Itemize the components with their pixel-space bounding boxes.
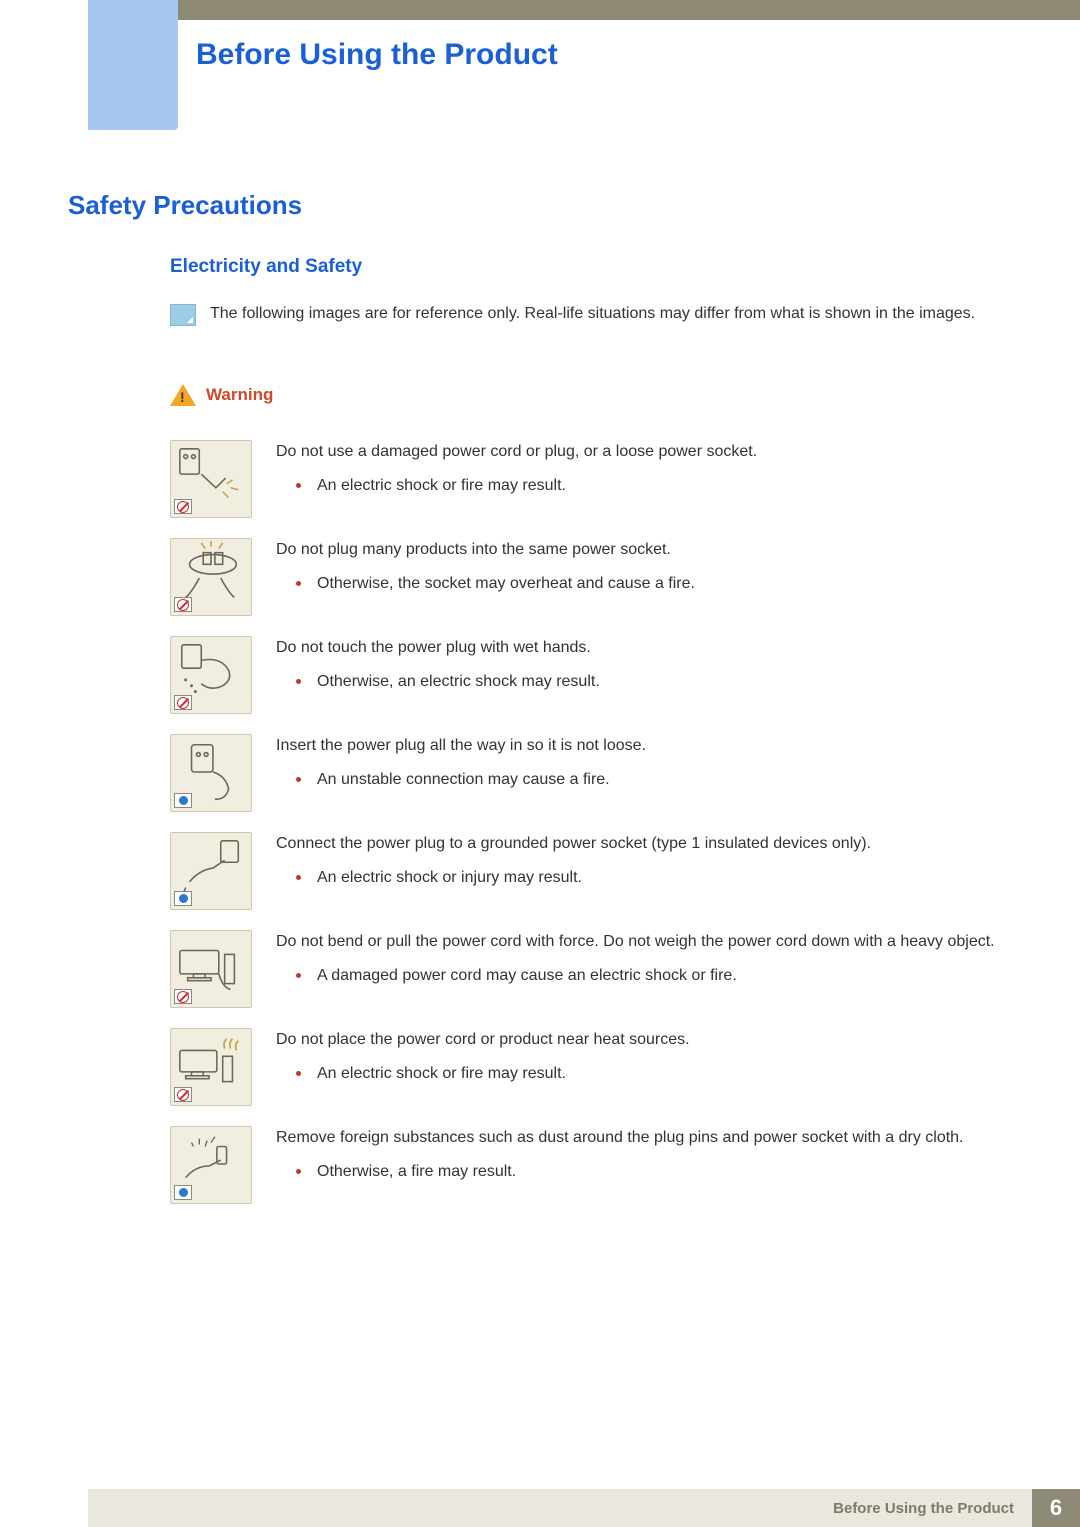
item-body: Do not bend or pull the power cord with …	[276, 930, 1010, 994]
bullet-text: Otherwise, a fire may result.	[317, 1160, 516, 1184]
item-heading: Do not plug many products into the same …	[276, 538, 1010, 562]
bullet-row: An unstable connection may cause a fire.	[276, 768, 1010, 792]
header-bar	[88, 0, 1080, 20]
note-text: The following images are for reference o…	[210, 302, 975, 327]
bullet-dot-icon	[296, 875, 301, 880]
footer-chapter-text: Before Using the Product	[833, 1500, 1032, 1517]
warning-item: Do not bend or pull the power cord with …	[170, 930, 1010, 1008]
warning-item: Do not plug many products into the same …	[170, 538, 1010, 616]
item-heading: Do not use a damaged power cord or plug,…	[276, 440, 1010, 464]
bullet-row: Otherwise, the socket may overheat and c…	[276, 572, 1010, 596]
prohibit-badge-icon	[174, 597, 192, 612]
item-body: Do not place the power cord or product n…	[276, 1028, 1010, 1092]
chapter-title: Before Using the Product	[196, 38, 558, 72]
item-body: Do not plug many products into the same …	[276, 538, 1010, 602]
bullet-dot-icon	[296, 973, 301, 978]
item-body: Do not touch the power plug with wet han…	[276, 636, 1010, 700]
bullet-text: An electric shock or fire may result.	[317, 474, 566, 498]
warning-item: Do not touch the power plug with wet han…	[170, 636, 1010, 714]
item-body: Do not use a damaged power cord or plug,…	[276, 440, 1010, 504]
bullet-row: Otherwise, a fire may result.	[276, 1160, 1010, 1184]
bullet-row: An electric shock or fire may result.	[276, 474, 1010, 498]
item-heading: Connect the power plug to a grounded pow…	[276, 832, 1010, 856]
item-heading: Do not touch the power plug with wet han…	[276, 636, 1010, 660]
bullet-row: A damaged power cord may cause an electr…	[276, 964, 1010, 988]
bullet-dot-icon	[296, 483, 301, 488]
warning-item: Remove foreign substances such as dust a…	[170, 1126, 1010, 1204]
bullet-row: Otherwise, an electric shock may result.	[276, 670, 1010, 694]
item-heading: Do not place the power cord or product n…	[276, 1028, 1010, 1052]
section-title: Safety Precautions	[68, 190, 302, 221]
illustration-plug-spark	[170, 440, 252, 518]
must-do-badge-icon	[174, 891, 192, 906]
prohibit-badge-icon	[174, 695, 192, 710]
prohibit-badge-icon	[174, 1087, 192, 1102]
warning-items-list: Do not use a damaged power cord or plug,…	[170, 440, 1010, 1224]
item-heading: Do not bend or pull the power cord with …	[276, 930, 1010, 954]
illustration-insert-plug	[170, 734, 252, 812]
warning-item: Connect the power plug to a grounded pow…	[170, 832, 1010, 910]
bullet-text: A damaged power cord may cause an electr…	[317, 964, 737, 988]
illustration-clean-plug	[170, 1126, 252, 1204]
prohibit-badge-icon	[174, 499, 192, 514]
illustration-monitor-cord	[170, 930, 252, 1008]
page-number: 6	[1032, 1489, 1080, 1527]
item-heading: Remove foreign substances such as dust a…	[276, 1126, 1010, 1150]
bullet-dot-icon	[296, 777, 301, 782]
item-body: Remove foreign substances such as dust a…	[276, 1126, 1010, 1190]
warning-item: Do not use a damaged power cord or plug,…	[170, 440, 1010, 518]
subsection-title: Electricity and Safety	[170, 256, 362, 278]
bullet-dot-icon	[296, 1169, 301, 1174]
must-do-badge-icon	[174, 793, 192, 808]
footer-bar: Before Using the Product 6	[88, 1489, 1080, 1527]
item-body: Insert the power plug all the way in so …	[276, 734, 1010, 798]
note-icon	[170, 304, 196, 326]
bullet-dot-icon	[296, 1071, 301, 1076]
item-body: Connect the power plug to a grounded pow…	[276, 832, 1010, 896]
bullet-text: Otherwise, the socket may overheat and c…	[317, 572, 695, 596]
bullet-row: An electric shock or injury may result.	[276, 866, 1010, 890]
bullet-row: An electric shock or fire may result.	[276, 1062, 1010, 1086]
note-block: The following images are for reference o…	[170, 302, 1010, 327]
prohibit-badge-icon	[174, 989, 192, 1004]
warning-item: Do not place the power cord or product n…	[170, 1028, 1010, 1106]
warning-item: Insert the power plug all the way in so …	[170, 734, 1010, 812]
illustration-ground-plug	[170, 832, 252, 910]
chapter-tab	[88, 0, 178, 130]
bullet-text: An electric shock or fire may result.	[317, 1062, 566, 1086]
warning-label: Warning	[206, 385, 273, 405]
warning-triangle-icon	[170, 384, 196, 406]
illustration-multi-plug	[170, 538, 252, 616]
bullet-dot-icon	[296, 581, 301, 586]
bullet-dot-icon	[296, 679, 301, 684]
must-do-badge-icon	[174, 1185, 192, 1200]
warning-row: Warning	[170, 384, 273, 406]
bullet-text: Otherwise, an electric shock may result.	[317, 670, 600, 694]
bullet-text: An unstable connection may cause a fire.	[317, 768, 610, 792]
illustration-monitor-heat	[170, 1028, 252, 1106]
item-heading: Insert the power plug all the way in so …	[276, 734, 1010, 758]
bullet-text: An electric shock or injury may result.	[317, 866, 582, 890]
illustration-wet-hand	[170, 636, 252, 714]
